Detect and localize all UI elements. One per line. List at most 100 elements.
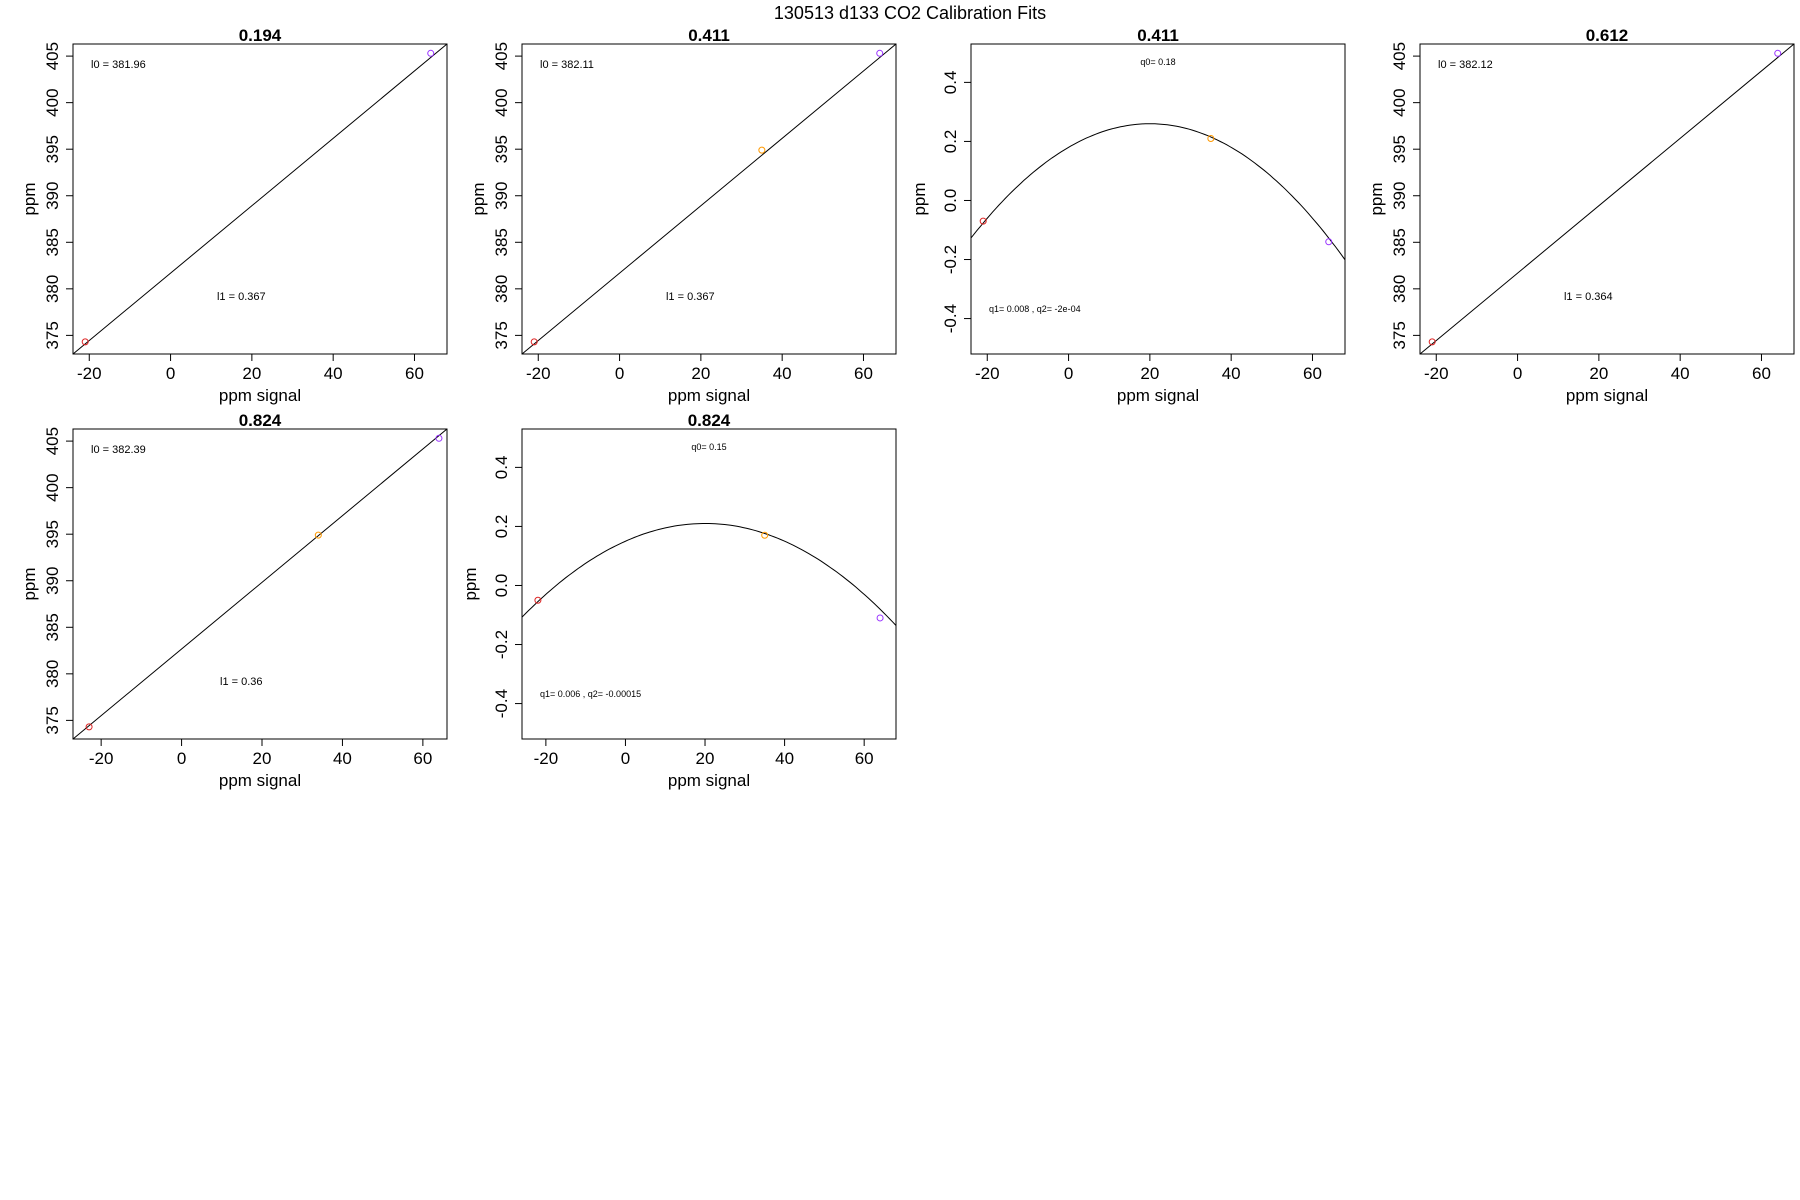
x-tick-label: 60: [405, 364, 424, 383]
x-tick-label: 40: [773, 364, 792, 383]
y-tick-label: 380: [1390, 275, 1409, 303]
panel-title: 0.612: [1586, 26, 1629, 45]
y-tick-label: 375: [43, 321, 62, 349]
x-tick-label: 20: [1140, 364, 1159, 383]
data-point: [1428, 338, 1436, 346]
annotation-bottom: l1 = 0.367: [666, 291, 715, 303]
data-point: [85, 723, 93, 731]
x-axis-label: ppm signal: [1566, 386, 1648, 405]
y-tick-label: 375: [492, 321, 511, 349]
fit-curve: [971, 123, 1345, 261]
y-tick-label: 400: [492, 88, 511, 116]
x-tick-label: 0: [621, 749, 630, 768]
x-tick-label: 60: [413, 749, 432, 768]
annotation-bottom: q1= 0.006 , q2= -0.00015: [540, 689, 641, 699]
data-point: [876, 49, 884, 57]
y-tick-label: 0.0: [492, 574, 511, 598]
annotation-top: q0= 0.15: [691, 442, 726, 452]
data-point: [435, 434, 443, 442]
y-tick-label: 390: [43, 182, 62, 210]
y-tick-label: 400: [43, 473, 62, 501]
data-point: [979, 217, 987, 225]
y-tick-label: 390: [492, 182, 511, 210]
y-axis-label: ppm: [910, 182, 929, 215]
x-axis-label: ppm signal: [219, 386, 301, 405]
y-tick-label: 0.4: [492, 456, 511, 480]
x-tick-label: 0: [166, 364, 175, 383]
x-tick-label: 0: [615, 364, 624, 383]
panel-4: 0.612 -20 0 20 40 60 ppm signal 375 380 385 390 395…: [1367, 26, 1795, 405]
x-axis-label: ppm signal: [1117, 386, 1199, 405]
x-tick-label: 0: [177, 749, 186, 768]
x-tick-label: 40: [775, 749, 794, 768]
x-tick-label: 20: [253, 749, 272, 768]
y-tick-label: -0.4: [941, 304, 960, 333]
y-tick-label: 0.4: [941, 71, 960, 95]
y-tick-label: 390: [43, 567, 62, 595]
panel-3: 0.411 -20 0 20 40 60 ppm signal -0.4 -0.2 0.0 0.2 0…: [910, 26, 1346, 405]
annotation-bottom: q1= 0.008 , q2= -2e-04: [989, 304, 1081, 314]
y-tick-label: -0.2: [492, 630, 511, 659]
y-tick-label: 405: [1390, 42, 1409, 70]
y-axis-label: ppm: [1367, 182, 1386, 215]
data-point: [427, 49, 435, 57]
y-tick-label: 385: [43, 228, 62, 256]
y-axis-label: ppm: [469, 182, 488, 215]
x-tick-label: 60: [854, 364, 873, 383]
x-tick-label: -20: [534, 749, 559, 768]
y-tick-label: 380: [43, 275, 62, 303]
y-tick-label: 395: [43, 135, 62, 163]
x-tick-label: 20: [696, 749, 715, 768]
y-tick-label: -0.2: [941, 245, 960, 274]
x-tick-label: 20: [691, 364, 710, 383]
y-axis-label: ppm: [20, 567, 39, 600]
panel-6: 0.824 -20 0 20 40 60 ppm signal -0.4 -0.2 0.0 0.2 0…: [461, 411, 897, 790]
x-axis-label: ppm signal: [219, 771, 301, 790]
data-point: [81, 338, 89, 346]
y-tick-label: 375: [1390, 321, 1409, 349]
fit-curve: [522, 523, 896, 626]
y-tick-label: 400: [1390, 88, 1409, 116]
figure-title: 130513 d133 CO2 Calibration Fits: [774, 3, 1046, 23]
annotation-top: l0 = 382.11: [540, 59, 594, 71]
y-axis-label: ppm: [461, 567, 480, 600]
x-tick-label: -20: [77, 364, 102, 383]
x-tick-label: 60: [1303, 364, 1322, 383]
y-tick-label: 385: [1390, 228, 1409, 256]
x-tick-label: 40: [324, 364, 343, 383]
y-tick-label: 375: [43, 706, 62, 734]
y-tick-label: -0.4: [492, 689, 511, 718]
panel-title: 0.411: [688, 26, 730, 45]
y-tick-label: 400: [43, 88, 62, 116]
x-tick-label: 60: [855, 749, 874, 768]
data-point: [761, 531, 769, 539]
annotation-top: l0 = 381.96: [91, 59, 146, 71]
panel-title: 0.824: [688, 411, 731, 430]
y-tick-label: 380: [43, 660, 62, 688]
x-tick-label: 40: [333, 749, 352, 768]
y-tick-label: 405: [43, 427, 62, 455]
y-tick-label: 395: [1390, 135, 1409, 163]
annotation-bottom: l1 = 0.36: [220, 676, 263, 688]
x-tick-label: 40: [1671, 364, 1690, 383]
panel-1: 0.194 -20 0 20 40 60 ppm signal 375 380 385 390 395…: [20, 26, 448, 405]
x-tick-label: -20: [1424, 364, 1449, 383]
fit-line: [1420, 44, 1794, 354]
y-tick-label: 395: [492, 135, 511, 163]
fit-line: [522, 44, 896, 354]
y-axis-label: ppm: [20, 182, 39, 215]
panel-2: 0.411 -20 0 20 40 60 ppm signal 375 380 385 390 395…: [469, 26, 897, 405]
data-point: [314, 531, 322, 539]
annotation-bottom: l1 = 0.367: [217, 291, 266, 303]
x-tick-label: 0: [1064, 364, 1073, 383]
y-tick-label: 0.2: [492, 515, 511, 539]
x-tick-label: 20: [1589, 364, 1608, 383]
annotation-top: l0 = 382.12: [1438, 59, 1493, 71]
x-tick-label: -20: [89, 749, 114, 768]
data-point: [758, 146, 766, 154]
annotation-top: q0= 0.18: [1140, 57, 1175, 67]
x-axis-label: ppm signal: [668, 386, 750, 405]
x-tick-label: 60: [1752, 364, 1771, 383]
data-point: [876, 614, 884, 622]
